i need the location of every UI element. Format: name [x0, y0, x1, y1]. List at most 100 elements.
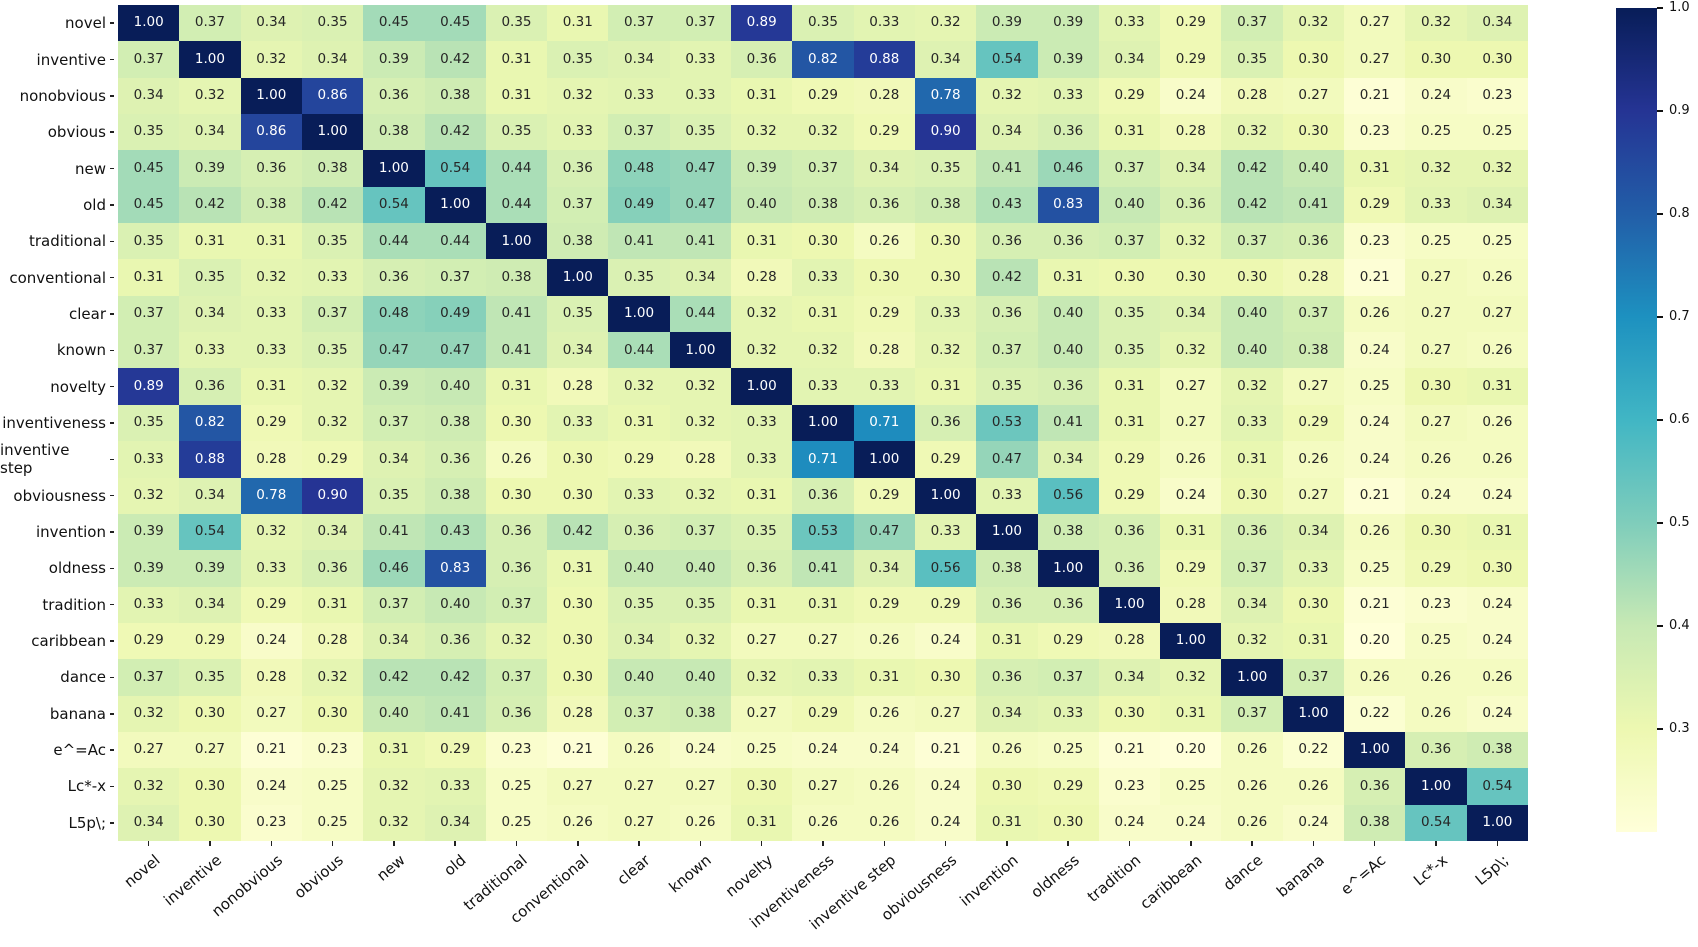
heatmap-cell: 0.47: [669, 150, 732, 187]
heatmap-cell: 0.21: [914, 731, 977, 769]
heatmap-cell: 0.30: [547, 622, 609, 660]
y-axis-label-text: e^=Ac: [53, 741, 106, 760]
heatmap-cell: 0.39: [179, 550, 241, 587]
x-axis-label: known: [665, 851, 715, 897]
y-axis-tick-mark: [110, 240, 114, 242]
y-axis-label-text: nonobvious: [19, 86, 106, 105]
heatmap-cell: 0.28: [1282, 259, 1345, 296]
heatmap-cell: 0.56: [914, 550, 977, 587]
heatmap-cell: 0.36: [976, 295, 1038, 333]
heatmap-cell: 0.39: [363, 368, 425, 405]
heatmap-cell: 0.24: [1282, 804, 1345, 841]
heatmap-cell: 0.78: [240, 477, 302, 514]
heatmap-cell: 0.34: [1466, 186, 1528, 224]
heatmap-cell: 0.31: [240, 223, 302, 260]
heatmap-cell: 0.53: [792, 513, 854, 551]
heatmap-cell: 0.24: [1405, 477, 1467, 514]
y-axis-label: tradition: [0, 587, 114, 623]
heatmap-cell: 0.37: [118, 659, 180, 696]
heatmap-cell: 0.26: [853, 622, 915, 660]
heatmap-cell: 0.25: [1466, 114, 1528, 151]
heatmap-cell: 0.36: [976, 586, 1038, 623]
heatmap-cell: 0.31: [1098, 404, 1161, 442]
heatmap-cell: 0.23: [1344, 223, 1406, 260]
heatmap-cell: 0.36: [547, 150, 609, 187]
heatmap-cell: 0.34: [547, 332, 609, 369]
heatmap-cell: 0.33: [118, 441, 180, 478]
y-axis-tick-mark: [110, 640, 114, 642]
heatmap-cell: 0.33: [1405, 186, 1467, 224]
heatmap-cell: 0.35: [547, 295, 609, 333]
y-axis-tick-mark: [110, 785, 114, 788]
y-axis-label: traditional: [0, 223, 114, 259]
heatmap-cell: 0.26: [1282, 768, 1345, 805]
heatmap-cell: 0.31: [731, 77, 793, 115]
heatmap-cell: 0.38: [424, 77, 486, 115]
y-axis-tick-mark: [110, 713, 114, 715]
heatmap-cell: 0.20: [1344, 622, 1406, 660]
heatmap-cell: 0.34: [1098, 41, 1161, 78]
heatmap-cell: 0.26: [792, 804, 854, 841]
heatmap-cell: 0.36: [1098, 550, 1161, 587]
heatmap-cell: 0.32: [914, 332, 977, 369]
x-axis-label: oldness: [1027, 851, 1083, 902]
heatmap-cell: 0.71: [853, 404, 915, 442]
heatmap-cell: 0.29: [424, 731, 486, 769]
heatmap-cell: 0.27: [1282, 368, 1345, 405]
heatmap-cell: 0.24: [1098, 804, 1161, 841]
heatmap-cell: 0.32: [118, 695, 180, 732]
heatmap-cell: 0.89: [118, 368, 180, 405]
heatmap-cell: 0.26: [976, 731, 1038, 769]
heatmap-cell: 0.30: [1037, 804, 1099, 841]
heatmap-cell: 0.30: [853, 259, 915, 296]
heatmap-cell: 0.24: [669, 731, 732, 769]
heatmap-cell: 0.24: [1405, 77, 1467, 115]
heatmap-cell: 0.29: [1037, 622, 1099, 660]
heatmap-cell: 0.32: [792, 114, 854, 151]
heatmap-cell: 0.26: [853, 804, 915, 841]
heatmap-cell: 0.21: [1344, 586, 1406, 623]
heatmap-cell: 0.26: [669, 804, 732, 841]
heatmap-cell: 0.54: [363, 186, 425, 224]
heatmap-cell: 0.36: [792, 477, 854, 514]
heatmap-cell: 0.36: [976, 223, 1038, 260]
heatmap-cell: 0.42: [424, 659, 486, 696]
heatmap-cell: 0.27: [1160, 404, 1222, 442]
heatmap-cell: 0.39: [179, 150, 241, 187]
heatmap-cell: 0.40: [731, 186, 793, 224]
heatmap-cell: 0.33: [731, 404, 793, 442]
heatmap-cell: 0.33: [792, 659, 854, 696]
y-axis-label-text: novelty: [50, 377, 106, 396]
heatmap-cell: 0.36: [731, 41, 793, 78]
heatmap-cell: 0.28: [853, 77, 915, 115]
heatmap-cell: 0.27: [1405, 404, 1467, 442]
heatmap-cell: 0.24: [240, 768, 302, 805]
heatmap-cell: 0.40: [669, 550, 732, 587]
heatmap-cell: 0.34: [1221, 586, 1283, 623]
heatmap-cell: 0.35: [179, 659, 241, 696]
y-axis-tick-mark: [110, 276, 114, 279]
heatmap-cell: 0.35: [118, 114, 180, 151]
heatmap-cell: 0.42: [1221, 186, 1283, 224]
heatmap-cell: 0.37: [1037, 659, 1099, 696]
heatmap-cell: 0.31: [1466, 513, 1528, 551]
heatmap-cell: 0.30: [1098, 259, 1161, 296]
heatmap-cell: 0.36: [1282, 223, 1345, 260]
y-axis-tick-mark: [110, 494, 114, 497]
y-axis-tick-mark: [110, 422, 114, 424]
heatmap-cell: 0.28: [1160, 114, 1222, 151]
heatmap-cell: 0.34: [363, 441, 425, 478]
x-axis-label: old: [440, 851, 470, 880]
y-axis-label-text: oldness: [48, 559, 106, 578]
heatmap-cell: 0.41: [1282, 186, 1345, 224]
heatmap-cell: 0.24: [1344, 332, 1406, 369]
heatmap-cell: 0.35: [301, 5, 364, 42]
heatmap-cell: 0.71: [792, 441, 854, 478]
heatmap-cell: 0.28: [1160, 586, 1222, 623]
heatmap-cell: 0.22: [1344, 695, 1406, 732]
heatmap-cell: 0.24: [1466, 695, 1528, 732]
heatmap-cell: 0.32: [669, 404, 732, 442]
colorbar-tick-label: 0.4: [1669, 617, 1690, 633]
heatmap-cell: 0.34: [1160, 150, 1222, 187]
y-axis-label-text: L5p\;: [68, 813, 106, 832]
